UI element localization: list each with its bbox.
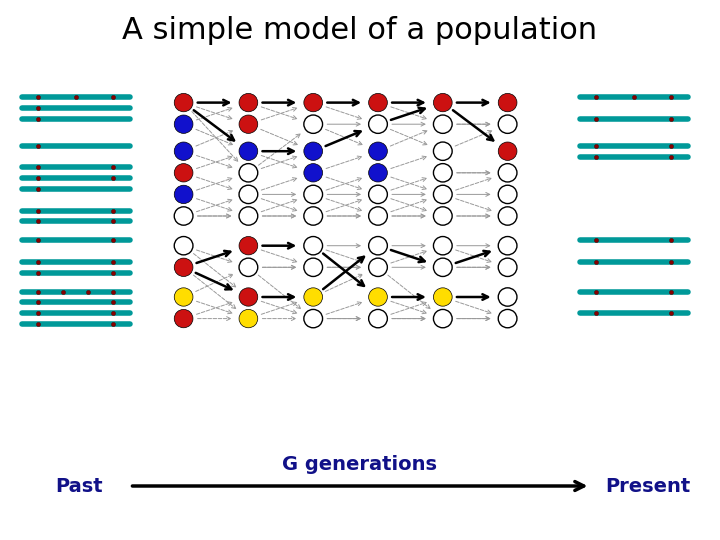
Ellipse shape (433, 309, 452, 328)
Ellipse shape (433, 237, 452, 255)
Ellipse shape (369, 288, 387, 306)
Ellipse shape (369, 93, 387, 112)
Ellipse shape (498, 309, 517, 328)
Ellipse shape (433, 185, 452, 204)
Ellipse shape (304, 288, 323, 306)
Text: G generations: G generations (282, 455, 438, 474)
Ellipse shape (498, 185, 517, 204)
Ellipse shape (433, 142, 452, 160)
Ellipse shape (239, 93, 258, 112)
Ellipse shape (239, 288, 258, 306)
Ellipse shape (239, 142, 258, 160)
Ellipse shape (174, 185, 193, 204)
Ellipse shape (174, 93, 193, 112)
Ellipse shape (369, 237, 387, 255)
Ellipse shape (174, 115, 193, 133)
Ellipse shape (498, 93, 517, 112)
Ellipse shape (304, 309, 323, 328)
Ellipse shape (174, 237, 193, 255)
Ellipse shape (498, 207, 517, 225)
Ellipse shape (174, 288, 193, 306)
Ellipse shape (369, 185, 387, 204)
Ellipse shape (304, 237, 323, 255)
Ellipse shape (239, 164, 258, 182)
Ellipse shape (239, 207, 258, 225)
Ellipse shape (304, 142, 323, 160)
Ellipse shape (304, 93, 323, 112)
Ellipse shape (304, 185, 323, 204)
Ellipse shape (239, 258, 258, 276)
Ellipse shape (304, 164, 323, 182)
Ellipse shape (369, 142, 387, 160)
Ellipse shape (369, 258, 387, 276)
Ellipse shape (174, 164, 193, 182)
Ellipse shape (498, 115, 517, 133)
Ellipse shape (433, 258, 452, 276)
Ellipse shape (369, 115, 387, 133)
Text: Present: Present (606, 476, 690, 496)
Ellipse shape (433, 207, 452, 225)
Ellipse shape (369, 207, 387, 225)
Text: A simple model of a population: A simple model of a population (122, 16, 598, 45)
Ellipse shape (174, 207, 193, 225)
Ellipse shape (304, 207, 323, 225)
Ellipse shape (369, 164, 387, 182)
Ellipse shape (433, 93, 452, 112)
Ellipse shape (498, 237, 517, 255)
Ellipse shape (174, 258, 193, 276)
Ellipse shape (239, 237, 258, 255)
Ellipse shape (498, 258, 517, 276)
Ellipse shape (239, 115, 258, 133)
Text: Past: Past (55, 476, 103, 496)
Ellipse shape (239, 309, 258, 328)
Ellipse shape (304, 258, 323, 276)
Ellipse shape (369, 309, 387, 328)
Ellipse shape (174, 142, 193, 160)
Ellipse shape (498, 164, 517, 182)
Ellipse shape (498, 142, 517, 160)
Ellipse shape (433, 115, 452, 133)
Ellipse shape (304, 115, 323, 133)
Ellipse shape (174, 309, 193, 328)
Ellipse shape (239, 185, 258, 204)
Ellipse shape (498, 288, 517, 306)
Ellipse shape (433, 288, 452, 306)
Ellipse shape (433, 164, 452, 182)
